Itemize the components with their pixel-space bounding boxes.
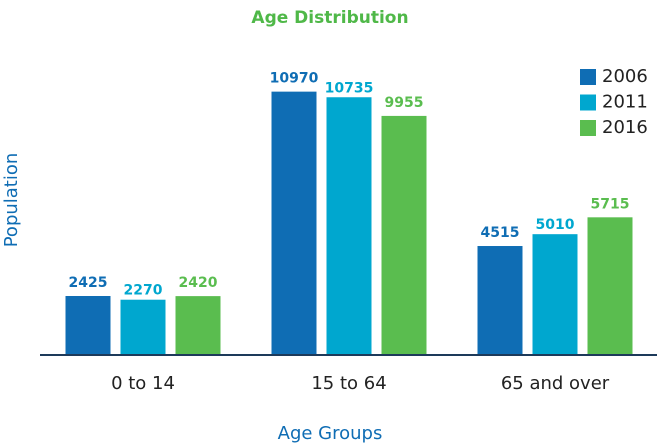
legend-label: 2011 bbox=[602, 92, 648, 113]
bar bbox=[175, 296, 221, 354]
bar bbox=[65, 296, 111, 354]
legend-swatch bbox=[580, 120, 596, 136]
bar bbox=[271, 91, 317, 355]
value-label: 2420 bbox=[179, 275, 218, 291]
value-label: 2425 bbox=[69, 275, 108, 291]
bar bbox=[532, 234, 578, 354]
bar bbox=[381, 115, 427, 355]
legend-swatch bbox=[580, 94, 596, 111]
value-label: 10970 bbox=[270, 71, 319, 87]
value-label: 5715 bbox=[591, 196, 630, 212]
value-label: 4515 bbox=[481, 225, 520, 241]
legend-swatch bbox=[580, 69, 596, 85]
legend-label: 2006 bbox=[602, 66, 648, 87]
x-tick-label: 15 to 64 bbox=[311, 373, 386, 394]
x-tick-label: 65 and over bbox=[501, 373, 610, 394]
x-axis-label: Age Groups bbox=[278, 423, 383, 444]
value-label: 5010 bbox=[536, 217, 575, 233]
y-axis-label: Population bbox=[1, 153, 22, 248]
bar bbox=[120, 299, 166, 354]
value-label: 2270 bbox=[124, 283, 163, 299]
chart-title: Age Distribution bbox=[251, 8, 408, 28]
x-tick-label: 0 to 14 bbox=[111, 373, 175, 394]
value-label: 9955 bbox=[385, 95, 424, 111]
bar bbox=[477, 246, 523, 354]
bar bbox=[587, 217, 633, 354]
legend-label: 2016 bbox=[602, 117, 648, 138]
value-label: 10735 bbox=[325, 80, 374, 96]
bar bbox=[326, 97, 372, 355]
